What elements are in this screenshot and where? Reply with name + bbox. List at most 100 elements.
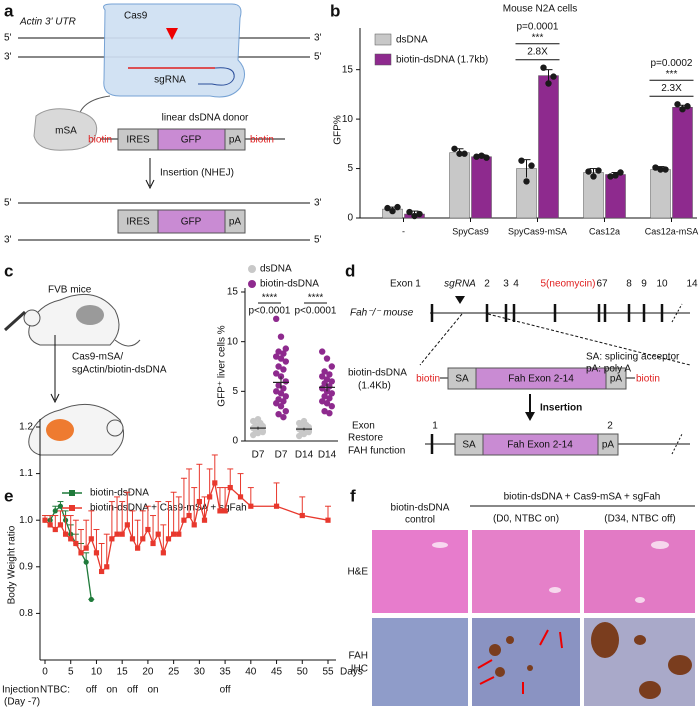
x-tick-label: 45 [271, 667, 283, 678]
data-point [461, 150, 468, 157]
annotation: 2.8X [527, 46, 548, 57]
bar [605, 174, 626, 219]
data-point [540, 64, 547, 71]
data-point [252, 425, 259, 433]
label: pA: poly A [586, 364, 631, 375]
annotation: 2.3X [661, 83, 682, 94]
label: 5' [4, 198, 12, 209]
data-point [68, 536, 74, 542]
data-point [280, 413, 287, 421]
label: Cas9-mSA/ [72, 352, 123, 363]
data-point [483, 154, 490, 161]
zoom-line [419, 313, 463, 366]
sgrna-loop [198, 67, 235, 86]
data-point [328, 363, 335, 370]
label: (D34, NTBC off) [604, 514, 676, 525]
ntbc-phase: off [220, 685, 231, 696]
label: biotin [416, 374, 440, 385]
bar [449, 152, 470, 219]
data-point [212, 480, 218, 486]
data-point [328, 403, 335, 410]
data-point [321, 368, 328, 375]
data-point [109, 536, 115, 542]
bar [538, 75, 559, 219]
data-point [135, 545, 141, 551]
data-point [259, 428, 266, 436]
label: FVB mice [48, 285, 92, 296]
arrow-head [50, 393, 60, 404]
data-point [652, 164, 659, 171]
data-point [273, 388, 280, 395]
x-tick-label: Cas12a-mSA [645, 226, 699, 236]
panel-label: b [330, 1, 340, 20]
label: sgRNA [444, 279, 476, 290]
x-tick-label: 20 [142, 667, 154, 678]
legend-marker [69, 505, 75, 511]
break [671, 303, 683, 323]
data-point [73, 540, 79, 547]
y-tick-label: 10 [342, 114, 354, 125]
data-point [186, 512, 192, 519]
legend-marker [248, 265, 256, 273]
label: pA [610, 374, 623, 385]
data-point [478, 152, 485, 159]
x-tick-label: Cas12a [589, 226, 620, 236]
sgrna-marker [455, 296, 465, 304]
label: Restore [348, 433, 383, 444]
data-point [88, 596, 94, 603]
label: (D0, NTBC on) [493, 514, 559, 525]
y-axis-label: GFP% [333, 115, 344, 145]
data-point [323, 355, 331, 362]
y-tick-label: 5 [232, 386, 238, 397]
data-point [326, 409, 333, 417]
data-point [277, 355, 285, 362]
bar [471, 156, 492, 219]
data-point [282, 378, 289, 385]
data-point [83, 559, 89, 565]
y-tick-label: 0.9 [19, 561, 33, 572]
data-point [280, 398, 287, 405]
data-point [47, 522, 53, 528]
annotation: p<0.0001 [295, 306, 337, 317]
data-point [394, 203, 401, 211]
panel-label: f [350, 486, 356, 505]
y-tick-label: 10 [227, 336, 239, 347]
label: 14 [686, 279, 698, 290]
y-axis-label: Body Weight ratio [7, 525, 18, 604]
label: sgActin/biotin-dsDNA [72, 365, 167, 376]
x-tick-label: SpyCas9-mSA [508, 226, 567, 236]
label: FAH function [348, 446, 405, 457]
label: Insertion [540, 403, 582, 414]
data-point [545, 80, 552, 87]
y-tick-label: 1.0 [19, 515, 33, 526]
data-point [280, 385, 287, 392]
data-point [227, 484, 233, 491]
data-point [523, 178, 530, 185]
label: Exon [352, 421, 375, 432]
data-point [114, 531, 120, 537]
data-point [176, 531, 182, 537]
label: 5' [314, 235, 322, 246]
x-tick-label: 30 [194, 667, 206, 678]
mouse [28, 403, 125, 456]
data-point [237, 494, 244, 500]
data-point [273, 503, 280, 509]
data-point [99, 568, 105, 575]
panel-label: e [4, 486, 13, 505]
data-point [155, 531, 161, 537]
y-tick-label: 0.8 [19, 608, 33, 619]
data-point [612, 172, 619, 179]
data-point [319, 373, 326, 380]
data-point [406, 208, 413, 216]
x-tick-label: D7 [275, 450, 288, 461]
diagram-shapes [3, 3, 695, 706]
label: 1 [415, 279, 421, 290]
label: Exon [390, 279, 413, 290]
vessels [432, 541, 669, 603]
cas9-shape [103, 3, 245, 98]
data-point [140, 536, 146, 542]
ihc-stain [489, 622, 692, 699]
data-point [275, 348, 282, 355]
label: Fah Exon 2-14 [508, 374, 574, 385]
